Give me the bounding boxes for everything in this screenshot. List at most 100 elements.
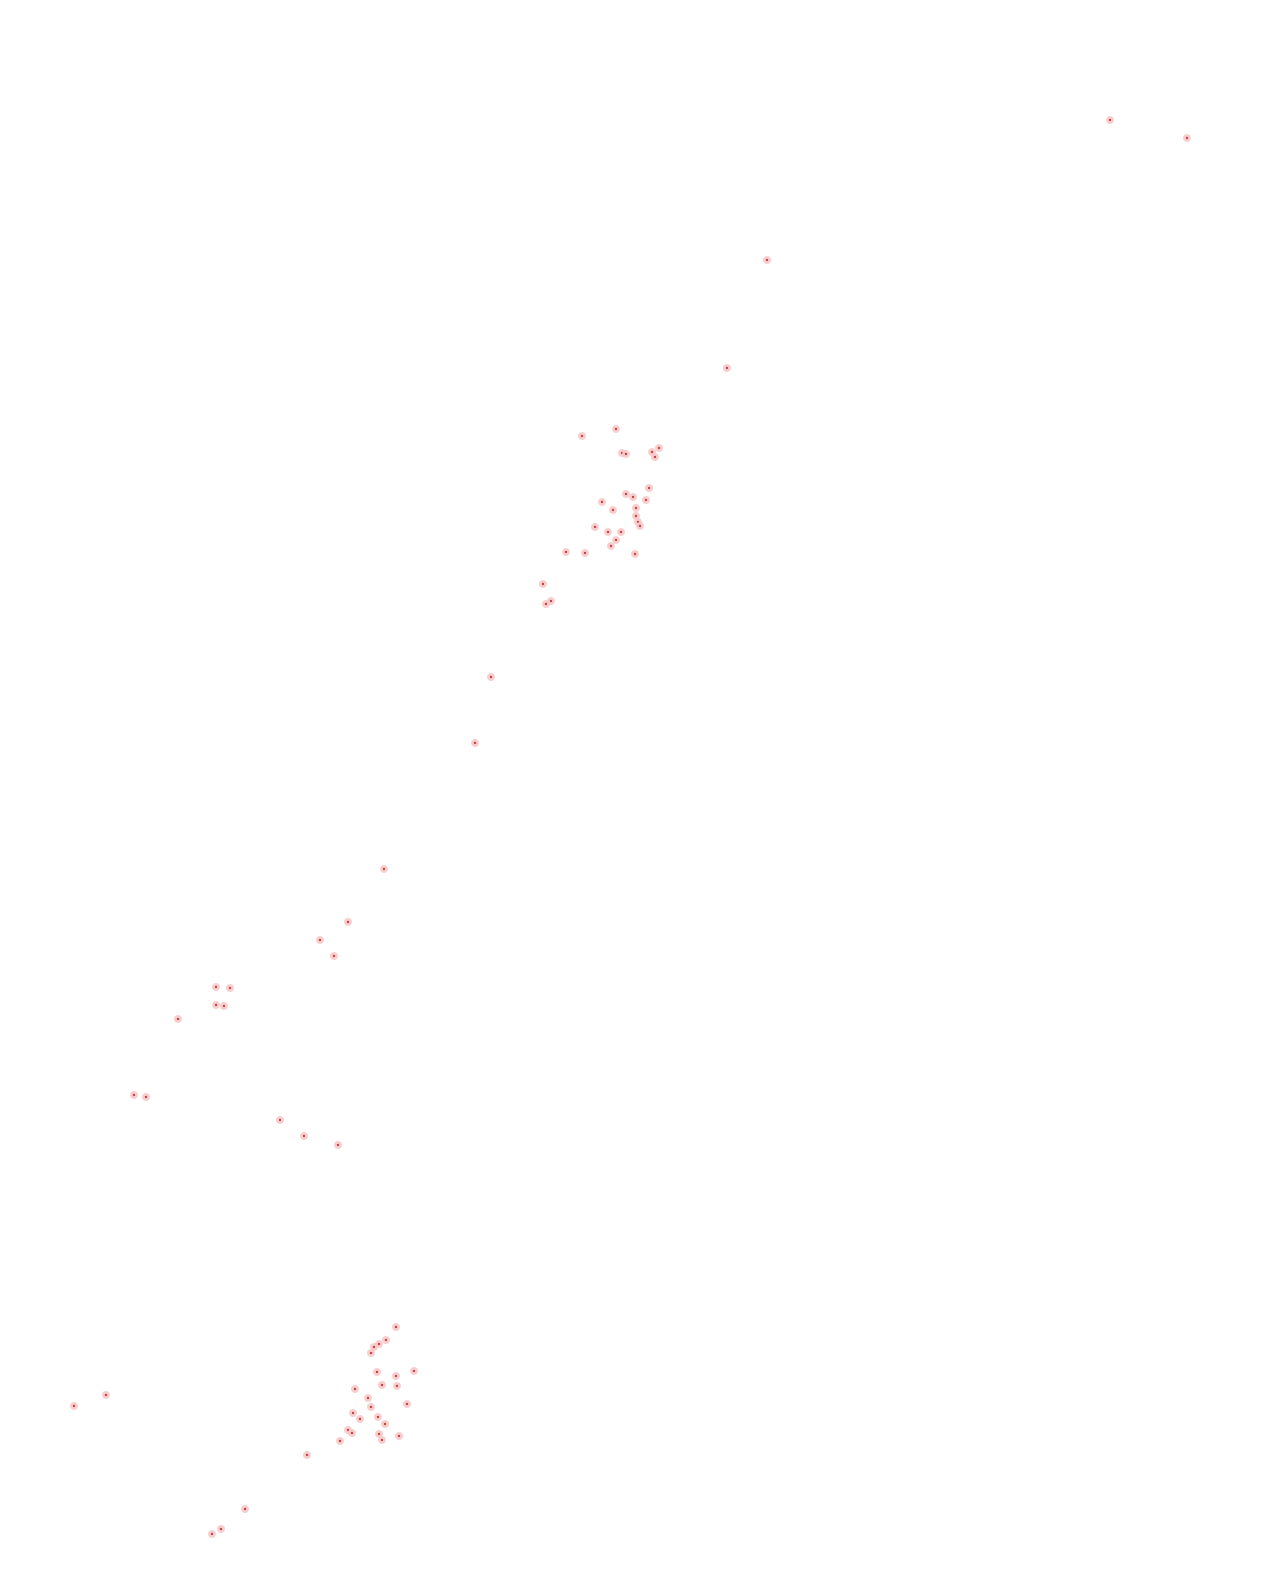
- data-point-marker: [611, 508, 615, 512]
- data-point: [1106, 116, 1114, 124]
- data-point: [375, 1430, 383, 1438]
- data-point-marker: [725, 366, 729, 370]
- data-point-marker: [624, 492, 628, 496]
- data-point: [1183, 134, 1191, 142]
- data-point-marker: [619, 530, 623, 534]
- data-point: [622, 450, 630, 458]
- data-point-marker: [653, 455, 657, 459]
- data-point-marker: [489, 675, 493, 679]
- data-point-marker: [544, 602, 548, 606]
- data-point-marker: [650, 450, 654, 454]
- data-point-marker: [405, 1402, 409, 1406]
- data-point: [316, 936, 324, 944]
- data-point-marker: [614, 427, 618, 431]
- data-point: [607, 542, 615, 550]
- data-point-marker: [634, 514, 638, 518]
- data-point-marker: [631, 495, 635, 499]
- data-point-marker: [219, 1527, 223, 1531]
- data-point: [349, 1409, 357, 1417]
- data-point-marker: [541, 582, 545, 586]
- data-point: [393, 1382, 401, 1390]
- data-point-marker: [346, 1428, 350, 1432]
- data-point: [348, 1429, 356, 1437]
- data-point-marker: [580, 434, 584, 438]
- data-point-marker: [473, 741, 477, 745]
- data-point: [370, 1343, 378, 1351]
- data-point: [617, 528, 625, 536]
- data-point-marker: [606, 530, 610, 534]
- data-point: [562, 548, 570, 556]
- data-point-marker: [394, 1325, 398, 1329]
- data-point: [395, 1432, 403, 1440]
- data-point: [336, 1437, 344, 1445]
- data-point-marker: [377, 1342, 381, 1346]
- data-point: [636, 522, 644, 530]
- data-point: [612, 536, 620, 544]
- data-point: [378, 1381, 386, 1389]
- data-point-marker: [657, 446, 661, 450]
- data-point-marker: [383, 1422, 387, 1426]
- data-point-marker: [412, 1369, 416, 1373]
- data-point-marker: [332, 954, 336, 958]
- data-point-marker: [351, 1411, 355, 1415]
- data-point-marker: [609, 544, 613, 548]
- data-point: [367, 1403, 375, 1411]
- data-point-marker: [214, 1003, 218, 1007]
- data-point: [102, 1391, 110, 1399]
- data-point-marker: [600, 500, 604, 504]
- data-point: [364, 1394, 372, 1402]
- data-point: [539, 580, 547, 588]
- data-point: [632, 504, 640, 512]
- data-point-marker: [382, 867, 386, 871]
- data-point-marker: [634, 506, 638, 510]
- data-point-marker: [243, 1507, 247, 1511]
- data-point: [547, 597, 555, 605]
- data-point-marker: [380, 1438, 384, 1442]
- data-point-marker: [765, 258, 769, 262]
- data-point-marker: [336, 1143, 340, 1147]
- data-point-marker: [366, 1396, 370, 1400]
- data-point-marker: [372, 1345, 376, 1349]
- data-point: [410, 1367, 418, 1375]
- data-point-marker: [564, 550, 568, 554]
- data-point-marker: [644, 498, 648, 502]
- data-point-marker: [380, 1383, 384, 1387]
- data-point: [651, 453, 659, 461]
- data-point-marker: [353, 1387, 357, 1391]
- data-point: [403, 1400, 411, 1408]
- data-point: [226, 984, 234, 992]
- data-point: [763, 256, 771, 264]
- data-point-marker: [583, 551, 587, 555]
- data-point: [378, 1436, 386, 1444]
- data-point: [374, 1413, 382, 1421]
- data-point: [303, 1451, 311, 1459]
- data-point: [604, 528, 612, 536]
- data-point: [631, 550, 639, 558]
- data-point: [212, 983, 220, 991]
- data-point: [276, 1116, 284, 1124]
- data-point: [609, 506, 617, 514]
- data-point-marker: [376, 1415, 380, 1419]
- data-point: [382, 1336, 390, 1344]
- data-point-marker: [350, 1431, 354, 1435]
- data-point-marker: [395, 1384, 399, 1388]
- data-point: [645, 484, 653, 492]
- data-point: [629, 493, 637, 501]
- data-point-marker: [302, 1134, 306, 1138]
- data-point-marker: [397, 1434, 401, 1438]
- data-point: [373, 1368, 381, 1376]
- data-point-marker: [614, 538, 618, 542]
- data-point: [367, 1349, 375, 1357]
- data-point: [356, 1415, 364, 1423]
- data-point: [142, 1093, 150, 1101]
- data-point-marker: [369, 1351, 373, 1355]
- data-point: [622, 490, 630, 498]
- data-point: [380, 865, 388, 873]
- data-point: [578, 432, 586, 440]
- data-point: [581, 549, 589, 557]
- data-point: [392, 1323, 400, 1331]
- data-point-marker: [358, 1417, 362, 1421]
- data-point-marker: [104, 1393, 108, 1397]
